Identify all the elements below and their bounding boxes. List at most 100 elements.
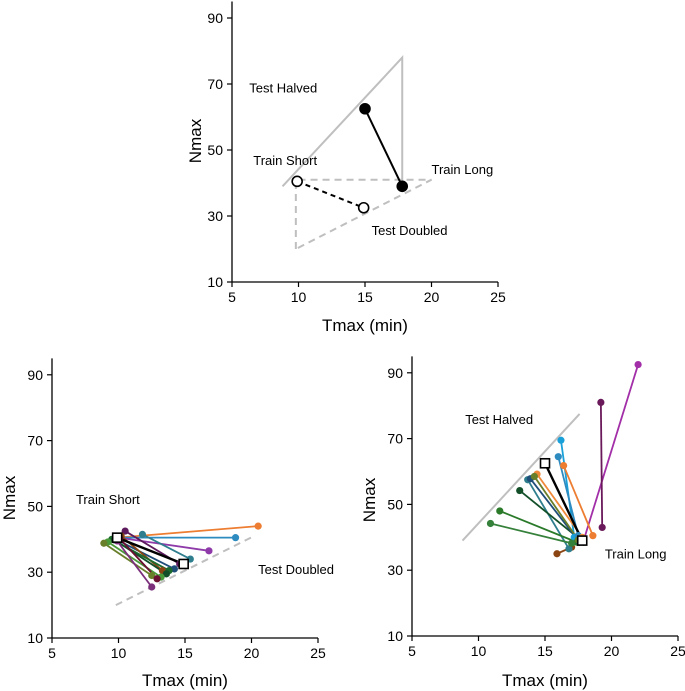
x-tick-label: 25 <box>670 643 685 659</box>
data-point <box>565 545 573 553</box>
data-point <box>597 398 605 407</box>
x-tick-label: 20 <box>604 643 620 659</box>
series-line-subject-green-b <box>490 522 572 545</box>
x-tick-label: 5 <box>408 643 416 659</box>
series-line-subject-purple-b <box>116 540 153 588</box>
data-point <box>496 507 504 515</box>
mean-point <box>178 558 189 570</box>
x-tick-label: 15 <box>357 289 373 305</box>
y-tick-label: 90 <box>27 367 43 383</box>
x-tick-label: 10 <box>111 645 127 661</box>
mean-point <box>539 457 551 469</box>
mean-point <box>111 532 123 543</box>
y-axis-label: Nmax <box>186 118 205 163</box>
data-point <box>291 175 303 188</box>
data-point <box>634 360 642 369</box>
y-tick-label: 50 <box>207 142 223 158</box>
data-point <box>568 539 576 547</box>
series-line-subject-darkpurple <box>599 402 604 528</box>
series-line-subject-purple-a <box>118 536 210 552</box>
data-point <box>560 461 568 470</box>
y-tick-label: 30 <box>207 208 223 224</box>
data-point <box>516 486 524 495</box>
series-line-subject-blue <box>557 456 580 536</box>
series-line-subject-olive <box>533 475 579 541</box>
y-tick-label: 70 <box>387 431 403 447</box>
test-doubled-triangle <box>294 178 432 250</box>
data-point <box>148 571 156 580</box>
y-tick-label: 30 <box>27 564 43 580</box>
y-tick-label: 50 <box>27 498 43 514</box>
x-tick-label: 15 <box>537 643 553 659</box>
test-halved-triangle <box>281 55 404 187</box>
data-point <box>359 102 371 115</box>
y-tick-label: 10 <box>27 630 43 646</box>
annotation-label: Test Doubled <box>372 223 448 238</box>
series-line-group-mean <box>116 536 185 566</box>
annotation-label: Train Short <box>76 492 140 507</box>
annotation-label: Test Doubled <box>258 562 334 577</box>
series-line-subject-darkgreen-b <box>114 539 167 575</box>
series-line-subject-olive <box>103 542 153 577</box>
series-line-subject-navy <box>529 478 581 543</box>
y-tick-label: 10 <box>387 628 403 644</box>
top-panel-chart: 5 10 15 20 25 10 30 50 70 90 Tmax (min) Nmax Test Ha… <box>186 1 506 335</box>
data-point <box>138 530 147 538</box>
bottom-right-panel-chart: 5 10 15 20 25 10 30 50 70 90 Tmax (min) Nmax Test Ha… <box>360 356 685 690</box>
y-axis-label: Nmax <box>360 477 379 522</box>
data-point <box>205 547 213 555</box>
data-point <box>148 583 156 591</box>
data-point <box>357 201 370 214</box>
series-line-subject-green <box>499 510 578 544</box>
annotation-label: Test Halved <box>465 412 533 427</box>
data-point <box>589 532 597 540</box>
data-point <box>153 575 161 583</box>
y-tick-label: 70 <box>27 433 43 449</box>
x-tick-label: 5 <box>228 289 236 305</box>
x-tick-label: 25 <box>310 645 326 661</box>
x-tick-label: 20 <box>424 289 440 305</box>
series-line-subject-teal <box>142 533 191 560</box>
halved-guide <box>461 413 581 542</box>
x-tick-label: 10 <box>291 289 307 305</box>
x-tick-label: 5 <box>48 645 56 661</box>
x-tick-label: 25 <box>490 289 506 305</box>
data-point <box>162 570 170 578</box>
data-point <box>598 523 606 532</box>
data-point <box>396 180 409 193</box>
data-point <box>530 472 538 481</box>
annotation-label: Train Long <box>432 162 494 177</box>
annotation-label: Train Short <box>253 153 317 168</box>
x-tick-label: 15 <box>177 645 193 661</box>
mean-point <box>576 535 588 546</box>
data-point <box>557 436 565 444</box>
data-point <box>254 522 262 530</box>
series-line-subject-green <box>107 541 162 578</box>
series-line-Train Short to Test Doubled <box>296 180 365 209</box>
y-tick-label: 10 <box>207 274 223 290</box>
data-point <box>486 519 495 528</box>
data-point <box>100 539 108 547</box>
y-axis-label: Nmax <box>0 475 19 520</box>
x-axis-label: Tmax (min) <box>322 316 408 335</box>
data-point <box>121 527 129 535</box>
y-tick-label: 90 <box>387 365 403 381</box>
y-tick-label: 70 <box>207 76 223 92</box>
data-point <box>554 453 562 461</box>
series-line-subject-magenta <box>582 364 639 541</box>
data-point <box>231 534 240 542</box>
bottom-left-panel-chart: 5 10 15 20 25 10 30 50 70 90 Tmax (min) Nmax Train S… <box>0 358 334 690</box>
annotation-label: Train Long <box>605 547 667 562</box>
x-axis-label: Tmax (min) <box>502 671 588 690</box>
x-axis-label: Tmax (min) <box>142 671 228 690</box>
y-tick-label: 50 <box>387 496 403 512</box>
series-line-group-mean <box>543 462 584 542</box>
x-tick-label: 10 <box>471 643 487 659</box>
annotation-label: Test Halved <box>249 80 317 95</box>
series-line-subject-orange <box>562 465 594 537</box>
series-line-Train Long to Test Halved <box>364 108 404 187</box>
y-tick-label: 30 <box>387 562 403 578</box>
y-tick-label: 90 <box>207 10 223 26</box>
data-point <box>553 550 561 558</box>
